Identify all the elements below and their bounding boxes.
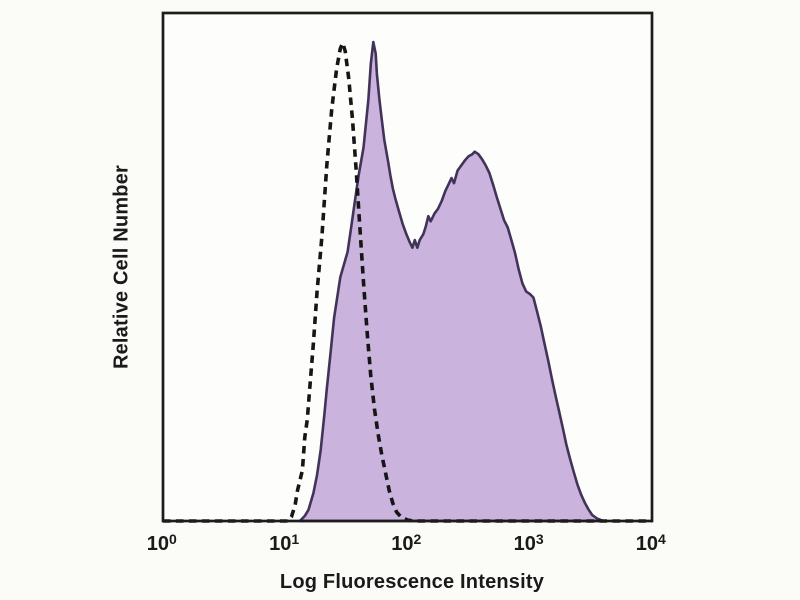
plot-frame — [161, 11, 654, 523]
control-dashed-curve — [163, 41, 652, 523]
x-axis-title: Log Fluorescence Intensity — [279, 571, 545, 593]
y-axis-title: Relative Cell Number — [110, 164, 133, 370]
stained-sample-curve — [298, 40, 605, 523]
